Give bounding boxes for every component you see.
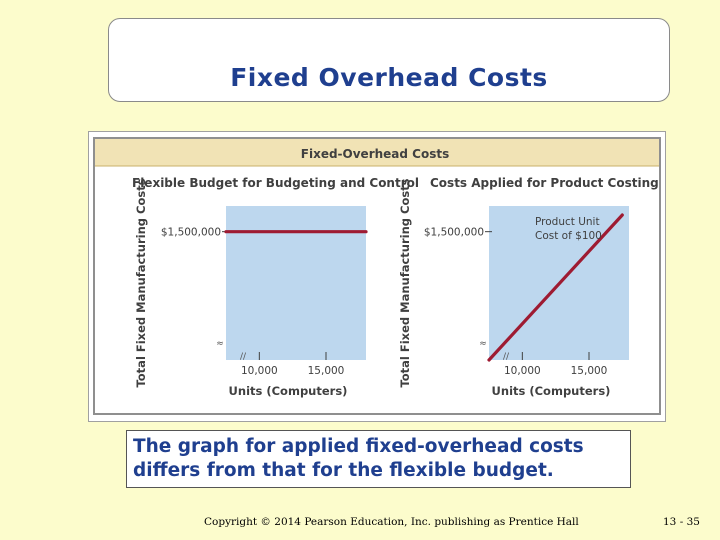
- chart2-y-axis-break: ≈: [479, 339, 487, 349]
- chart1-title: Flexible Budget for Budgeting and Contro…: [132, 176, 419, 190]
- chart1-x-tick-label: 10,000: [241, 365, 278, 377]
- chart2-series-line: [487, 213, 624, 362]
- title-box: Fixed Overhead Costs: [108, 18, 670, 102]
- page-number: 13 - 35: [663, 516, 700, 528]
- chart1-x-axis-break: //: [240, 352, 247, 362]
- chart2-annotation-line-1: Product Unit: [535, 216, 600, 228]
- caption-box: The graph for applied fixed-overhead cos…: [126, 430, 631, 488]
- caption-line-1: The graph for applied fixed-overhead cos…: [133, 436, 584, 457]
- chart2-annotation-line-2: Cost of $100: [535, 230, 602, 242]
- chart2-xlabel: Units (Computers): [492, 384, 611, 398]
- chart1-xlabel: Units (Computers): [229, 384, 348, 398]
- chart1-x-tick-label: 15,000: [308, 365, 345, 377]
- chart1-plot-area: [226, 206, 366, 360]
- chart2-x-axis-break: //: [503, 352, 510, 362]
- chart2-ylabel: Total Fixed Manufacturing Costs: [398, 178, 412, 387]
- figure-frame: Fixed-Overhead Costs Flexible Budget for…: [88, 131, 666, 422]
- copyright-notice: Copyright © 2014 Pearson Education, Inc.…: [204, 516, 579, 528]
- figure-panel: Fixed-Overhead Costs Flexible Budget for…: [93, 137, 661, 415]
- figure-header-bar: [95, 139, 659, 166]
- chart2-y-tick-label: $1,500,000: [424, 227, 484, 239]
- chart2-x-tick-label: 15,000: [571, 365, 608, 377]
- chart2-x-tick-label: 10,000: [504, 365, 541, 377]
- slide-title: Fixed Overhead Costs: [230, 63, 548, 92]
- chart1-y-tick-label: $1,500,000: [161, 227, 221, 239]
- overhead-charts: Fixed-Overhead Costs Flexible Budget for…: [95, 139, 659, 398]
- figure-header-title: Fixed-Overhead Costs: [301, 147, 449, 161]
- chart1-y-axis-break: ≈: [216, 339, 224, 349]
- caption-line-2: differs from that for the flexible budge…: [133, 460, 554, 481]
- chart2-title: Costs Applied for Product Costing: [430, 176, 659, 190]
- chart1-ylabel: Total Fixed Manufacturing Costs: [134, 178, 148, 387]
